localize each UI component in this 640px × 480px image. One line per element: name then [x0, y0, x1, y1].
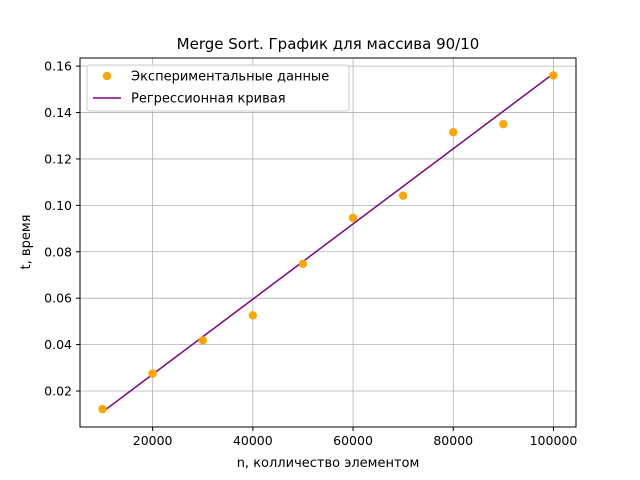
x-axis-label: n, колличество элементом [237, 456, 420, 471]
x-tick-label: 100000 [530, 433, 578, 448]
data-point [449, 128, 458, 137]
legend-box [86, 64, 350, 112]
y-tick-label: 0.06 [44, 291, 72, 306]
chart-title: Merge Sort. График для массива 90/10 [177, 35, 480, 53]
ticks: 20000 40000 60000 80000 100000 0.02 0.04 0.06 0.… [44, 59, 577, 448]
data-point [348, 213, 358, 223]
y-axis-label: t, время [19, 215, 34, 270]
x-tick-label: 60000 [333, 433, 373, 448]
legend-label-scatter: Экспериментальные данные [131, 70, 329, 85]
data-point [98, 404, 107, 414]
regression-line [102, 72, 554, 413]
x-tick-label: 40000 [233, 433, 273, 448]
y-tick-label: 0.12 [44, 151, 72, 166]
legend: Экспериментальные данные Регрессионная кр… [86, 64, 350, 112]
x-tick-label: 80000 [433, 433, 473, 448]
data-point [549, 71, 558, 80]
y-tick-label: 0.14 [44, 105, 72, 120]
data-point [398, 191, 408, 200]
y-tick-label: 0.02 [44, 384, 72, 399]
y-tick-label: 0.04 [44, 337, 72, 352]
legend-label-line: Регрессионная кривая [131, 92, 286, 107]
y-tick-label: 0.08 [44, 244, 72, 259]
data-point [248, 311, 258, 320]
data-point [198, 336, 207, 345]
x-tick-label: 20000 [133, 433, 173, 448]
legend-marker-scatter [102, 71, 112, 81]
plot-frame [79, 57, 577, 428]
y-tick-label: 0.16 [44, 59, 72, 74]
data-point [499, 119, 508, 129]
data-layer [98, 71, 558, 414]
data-point [148, 369, 157, 378]
y-tick-label: 0.10 [44, 198, 72, 213]
data-point [298, 259, 308, 269]
grid [80, 58, 576, 427]
